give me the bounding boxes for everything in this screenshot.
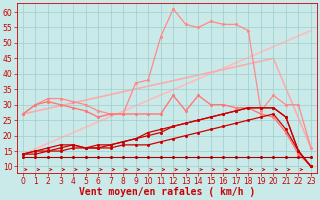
X-axis label: Vent moyen/en rafales ( km/h ): Vent moyen/en rafales ( km/h ) bbox=[79, 187, 255, 197]
